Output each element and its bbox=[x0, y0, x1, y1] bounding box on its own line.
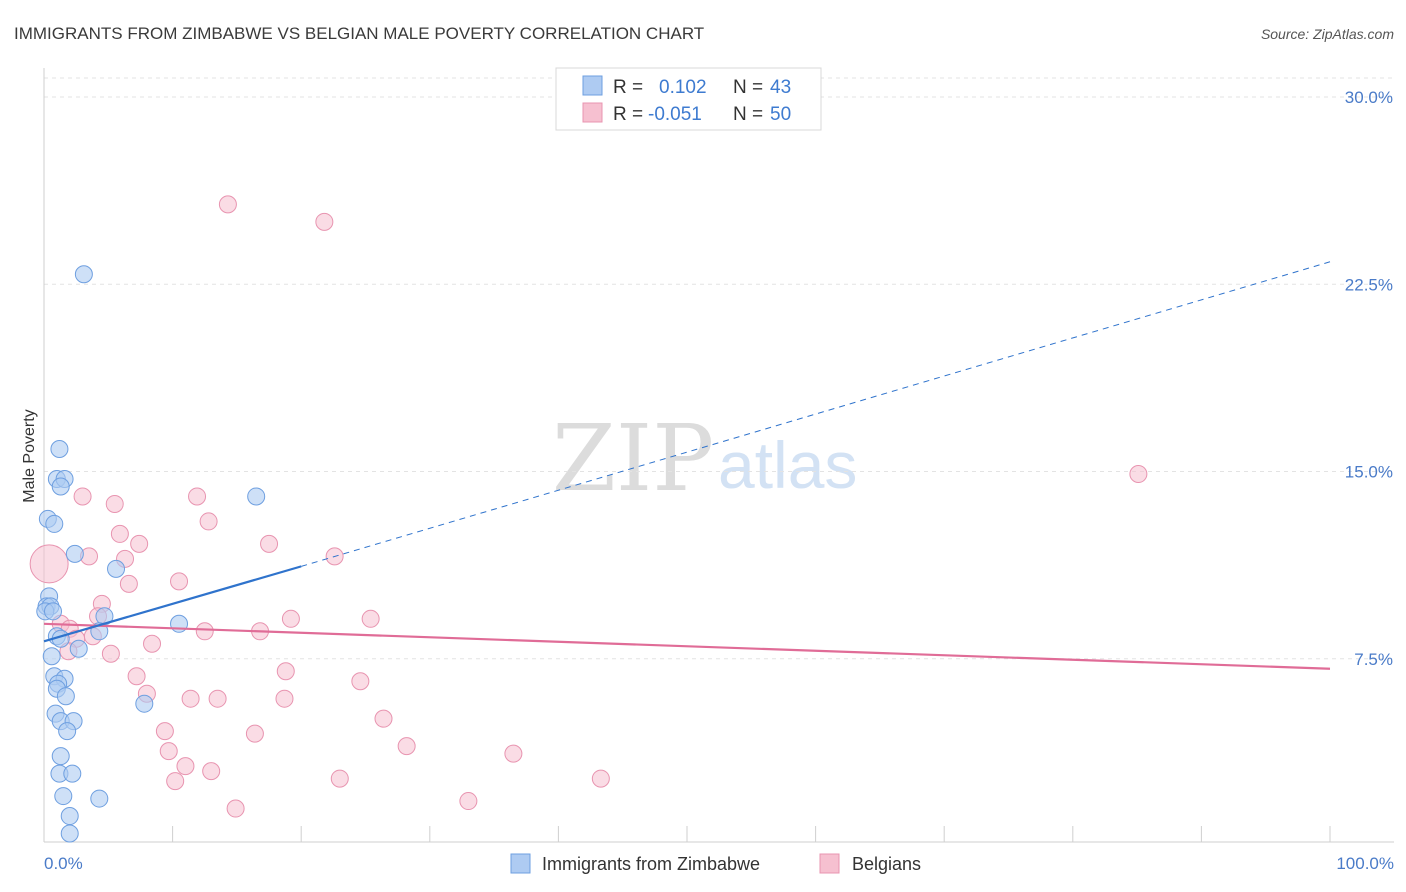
belgians-point bbox=[101, 644, 120, 663]
y-axis-title: Male Poverty bbox=[21, 409, 38, 502]
legend-n-label-pink: N = bbox=[733, 104, 763, 125]
x-tick-labels: 0.0% 100.0% bbox=[44, 854, 1394, 873]
belgians-point bbox=[504, 744, 523, 763]
y-tick-label: 22.5% bbox=[1345, 275, 1393, 294]
belgians-point bbox=[73, 487, 92, 506]
belgians-point bbox=[374, 709, 393, 728]
zimbabwe-point bbox=[60, 824, 79, 843]
y-tick-label: 30.0% bbox=[1345, 88, 1393, 107]
axes bbox=[43, 68, 1394, 843]
belgians-point bbox=[591, 769, 610, 788]
belgians-point bbox=[245, 724, 264, 743]
watermark: ZIP atlas bbox=[552, 405, 857, 512]
belgians-point bbox=[195, 622, 214, 641]
belgians-point bbox=[260, 534, 279, 553]
belgians-point bbox=[105, 494, 124, 513]
zimbabwe-point bbox=[51, 747, 70, 766]
legend-swatch-zimbabwe bbox=[510, 853, 531, 874]
gridlines bbox=[44, 77, 1394, 660]
zimbabwe-point bbox=[107, 559, 126, 578]
belgians-point bbox=[159, 742, 178, 761]
zimbabwe-trendline-extension bbox=[301, 261, 1331, 567]
belgians-point bbox=[110, 524, 129, 543]
legend-n-label-blue: N = bbox=[733, 77, 763, 98]
series-belgians bbox=[29, 195, 1148, 818]
legend-swatch-blue bbox=[582, 75, 603, 96]
series-immigrants-from-zimbabwe bbox=[36, 265, 266, 843]
belgians-point bbox=[202, 762, 221, 781]
belgians-point bbox=[130, 534, 149, 553]
legend-n-value-pink: 50 bbox=[770, 104, 791, 125]
zimbabwe-point bbox=[44, 602, 63, 621]
belgians-point bbox=[208, 689, 227, 708]
belgians-point bbox=[176, 757, 195, 776]
belgians-point bbox=[459, 792, 478, 811]
zimbabwe-point bbox=[60, 807, 79, 826]
legend-r-label-pink: R = bbox=[613, 104, 643, 125]
belgians-point bbox=[199, 512, 218, 531]
belgians-point bbox=[315, 212, 334, 231]
watermark-atlas: atlas bbox=[718, 428, 857, 502]
zimbabwe-point bbox=[65, 544, 84, 563]
belgians-point bbox=[330, 769, 349, 788]
belgians-point bbox=[155, 722, 174, 741]
zimbabwe-point bbox=[135, 694, 154, 713]
x-tick-label-min: 0.0% bbox=[44, 854, 83, 873]
belgians-point bbox=[351, 672, 370, 691]
legend-r-value-blue: 0.102 bbox=[659, 77, 707, 98]
legend-swatch-pink bbox=[582, 102, 603, 123]
belgians-point bbox=[276, 662, 295, 681]
x-tick-label-max: 100.0% bbox=[1336, 854, 1394, 873]
zimbabwe-point bbox=[90, 789, 109, 808]
zimbabwe-point bbox=[58, 722, 77, 741]
legend-r-label-blue: R = bbox=[613, 77, 643, 98]
zimbabwe-point bbox=[51, 477, 70, 496]
legend-n-value-blue: 43 bbox=[770, 77, 791, 98]
belgians-point bbox=[29, 544, 69, 584]
trendlines bbox=[43, 261, 1331, 670]
legend-swatch-belgians bbox=[819, 853, 840, 874]
belgians-point bbox=[218, 195, 237, 214]
belgians-point bbox=[361, 609, 380, 628]
legend-r-value-pink: -0.051 bbox=[648, 104, 702, 125]
chart-title: IMMIGRANTS FROM ZIMBABWE VS BELGIAN MALE… bbox=[14, 24, 704, 43]
zimbabwe-trendline bbox=[43, 565, 302, 643]
y-tick-label: 15.0% bbox=[1345, 463, 1393, 482]
legend-label-zimbabwe: Immigrants from Zimbabwe bbox=[542, 854, 760, 874]
belgians-point bbox=[119, 574, 138, 593]
source-label: Source: ZipAtlas.com bbox=[1261, 26, 1394, 42]
series-legend: Immigrants from Zimbabwe Belgians bbox=[510, 853, 921, 874]
belgians-point bbox=[181, 689, 200, 708]
belgians-point bbox=[281, 609, 300, 628]
belgians-point bbox=[1129, 464, 1148, 483]
correlation-legend: R = 0.102 N = 43 R = -0.051 N = 50 bbox=[555, 67, 822, 131]
zimbabwe-point bbox=[69, 639, 88, 658]
belgians-point bbox=[166, 772, 185, 791]
zimbabwe-point bbox=[45, 514, 64, 533]
belgians-point bbox=[397, 737, 416, 756]
zimbabwe-point bbox=[56, 687, 75, 706]
belgians-point bbox=[170, 572, 189, 591]
watermark-zip: ZIP bbox=[552, 405, 714, 512]
legend-label-belgians: Belgians bbox=[852, 854, 921, 874]
y-tick-labels: 7.5% 15.0% 22.5% 30.0% bbox=[1345, 88, 1393, 669]
y-tick-label: 7.5% bbox=[1354, 650, 1393, 669]
zimbabwe-point bbox=[63, 764, 82, 783]
zimbabwe-point bbox=[50, 440, 69, 459]
belgians-point bbox=[143, 634, 162, 653]
belgians-trendline bbox=[43, 622, 1331, 670]
zimbabwe-point bbox=[74, 265, 93, 284]
zimbabwe-point bbox=[247, 487, 266, 506]
zimbabwe-point bbox=[42, 647, 61, 666]
belgians-point bbox=[127, 667, 146, 686]
zimbabwe-point bbox=[54, 787, 73, 806]
belgians-point bbox=[226, 799, 245, 818]
belgians-point bbox=[275, 689, 294, 708]
belgians-point bbox=[188, 487, 207, 506]
